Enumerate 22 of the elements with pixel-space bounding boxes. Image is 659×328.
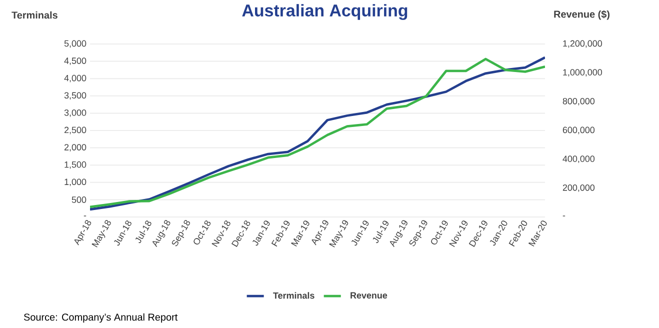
y-axis-title: Terminals	[12, 11, 58, 19]
y2-axis-title: Revenue ($)	[554, 10, 610, 20]
y-tick-label: 1,000	[64, 178, 86, 186]
y-tick-label: 2,000	[64, 144, 86, 152]
legend-label: Terminals	[273, 292, 314, 299]
y2-tick-label: 1,000,000	[563, 69, 602, 77]
y-tick-label: 4,000	[64, 74, 86, 82]
y2-tick-label: 400,000	[562, 156, 595, 164]
y-tick-label: 2,500	[64, 126, 86, 134]
y-tick-label: 500	[72, 196, 86, 203]
y-tick-label: 1,500	[64, 161, 86, 169]
chart-title: Australian Acquiring	[242, 4, 408, 20]
y2-tick-label: 200,000	[562, 184, 595, 192]
y2-tick-label: 1,200,000	[563, 40, 602, 48]
y2-tick-label: 800,000	[562, 98, 595, 106]
y-tick-label: 5,000	[64, 40, 86, 48]
y-tick-label: 4,500	[64, 58, 86, 65]
source-note: Source: Company’s Annual Report	[24, 313, 178, 323]
y-tick-label: 3,500	[64, 92, 86, 100]
y2-tick-label: 600,000	[562, 126, 595, 134]
y-tick-label: 3,000	[64, 109, 86, 117]
legend-label: Revenue	[350, 292, 388, 299]
